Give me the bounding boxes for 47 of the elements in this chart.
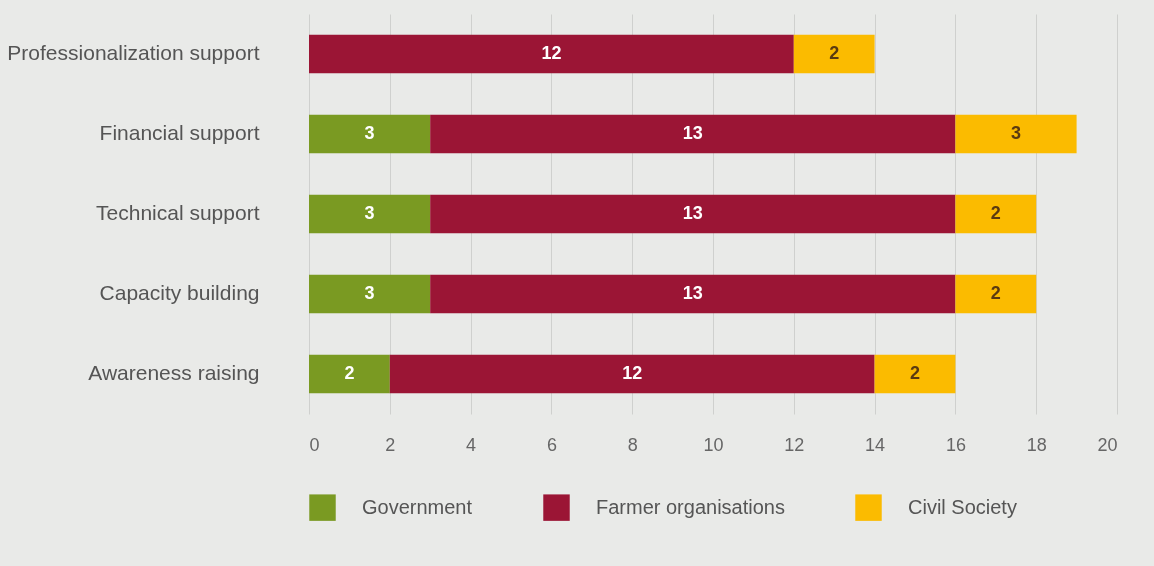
bar <box>955 194 1037 234</box>
bar <box>309 274 431 314</box>
data-label: 2 <box>829 43 840 63</box>
data-label: 12 <box>622 363 643 383</box>
data-label: 2 <box>909 363 921 383</box>
x-tick-label: 14 <box>865 434 886 455</box>
legend-label: Farmer organisations <box>596 495 785 518</box>
y-tick-label: Financial support <box>99 121 260 144</box>
bar <box>430 114 956 154</box>
data-label: 2 <box>990 283 1001 303</box>
legend-label: Civil Society <box>908 495 1017 518</box>
y-tick-label: Technical support <box>96 201 260 224</box>
bar <box>309 114 431 154</box>
x-tick-label: 2 <box>385 434 396 455</box>
data-label: 12 <box>541 43 562 63</box>
data-label: 2 <box>344 363 355 383</box>
data-label: 13 <box>682 123 703 143</box>
x-tick-label: 20 <box>1097 434 1118 455</box>
x-tick-label: 18 <box>1026 434 1047 455</box>
x-tick-label: 10 <box>703 434 724 455</box>
data-label: 2 <box>990 203 1001 223</box>
data-label: 13 <box>682 203 703 223</box>
x-tick-label: 0 <box>309 434 320 455</box>
data-label: 3 <box>364 203 375 223</box>
y-tick-label: Professionalization support <box>7 41 260 64</box>
bar <box>430 274 956 314</box>
bar <box>309 34 794 74</box>
bar <box>955 114 1077 154</box>
y-tick-label: Awareness raising <box>88 361 260 384</box>
x-tick-label: 12 <box>784 434 805 455</box>
x-tick-label: 6 <box>546 434 557 455</box>
bar <box>389 354 875 394</box>
data-label: 3 <box>364 283 375 303</box>
bar <box>955 274 1037 314</box>
data-label: 3 <box>364 123 375 143</box>
data-label: 3 <box>1010 123 1022 143</box>
bar <box>309 354 390 394</box>
x-tick-label: 8 <box>627 434 638 455</box>
bar <box>874 354 956 394</box>
x-tick-label: 4 <box>466 434 477 455</box>
data-label: 13 <box>682 283 703 303</box>
y-tick-label: Capacity building <box>99 281 260 304</box>
legend-label: Government <box>362 495 473 518</box>
bar <box>430 194 956 234</box>
bar <box>793 34 875 74</box>
bar <box>309 194 431 234</box>
x-tick-label: 16 <box>945 434 966 455</box>
